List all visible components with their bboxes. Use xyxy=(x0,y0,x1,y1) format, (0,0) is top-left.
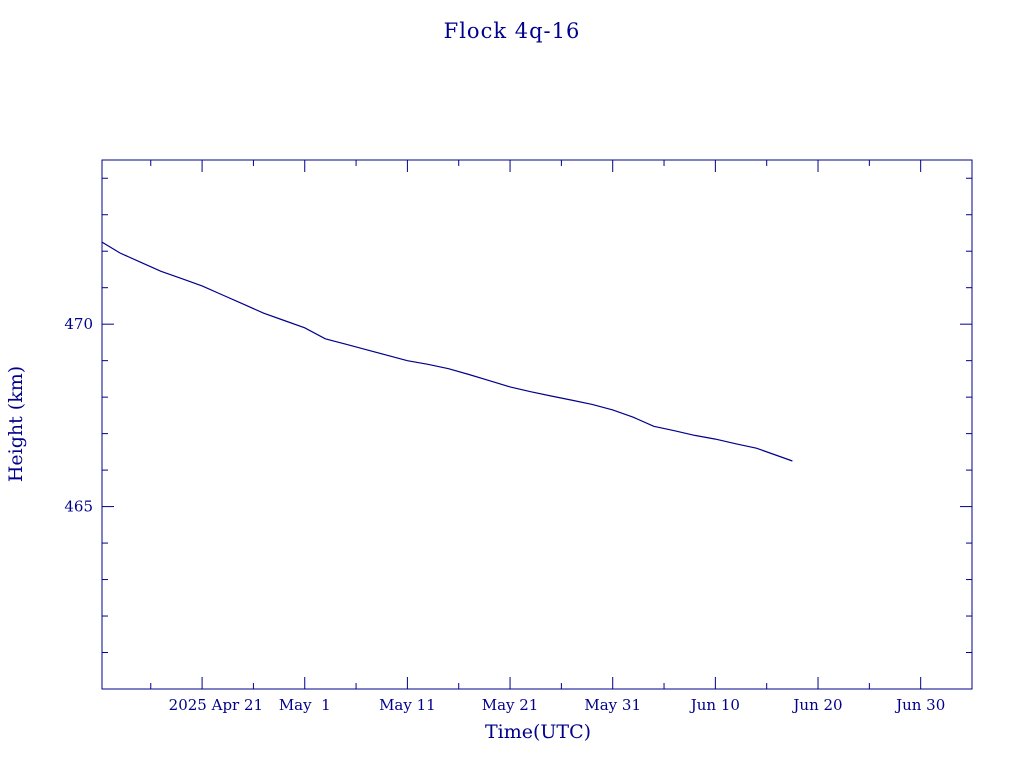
plot-frame xyxy=(101,159,973,690)
chart-title: Flock 4q-16 xyxy=(444,19,581,43)
axis-ticks xyxy=(102,160,973,689)
y-tick-label: 470 xyxy=(64,315,93,333)
x-tick-label: May 11 xyxy=(379,696,436,714)
x-tick-label: May 21 xyxy=(482,696,539,714)
series-group xyxy=(101,241,793,462)
x-tick-label: Jun 30 xyxy=(894,696,945,714)
height-series-line xyxy=(101,241,793,462)
y-tick-labels: 465 470 xyxy=(64,315,93,515)
y-tick-label: 465 xyxy=(64,498,93,516)
x-tick-label: May 1 xyxy=(279,696,331,714)
x-tick-label: 2025 Apr 21 xyxy=(169,696,263,714)
x-tick-labels: 2025 Apr 21 May 1 May 11 May 21 May 31 Jun 10… xyxy=(169,696,946,714)
y-axis-label: Height (km) xyxy=(5,366,27,482)
x-tick-label: May 31 xyxy=(584,696,641,714)
x-tick-label: Jun 20 xyxy=(791,696,842,714)
x-tick-label: Jun 10 xyxy=(689,696,740,714)
x-axis-label: Time(UTC) xyxy=(485,721,591,743)
